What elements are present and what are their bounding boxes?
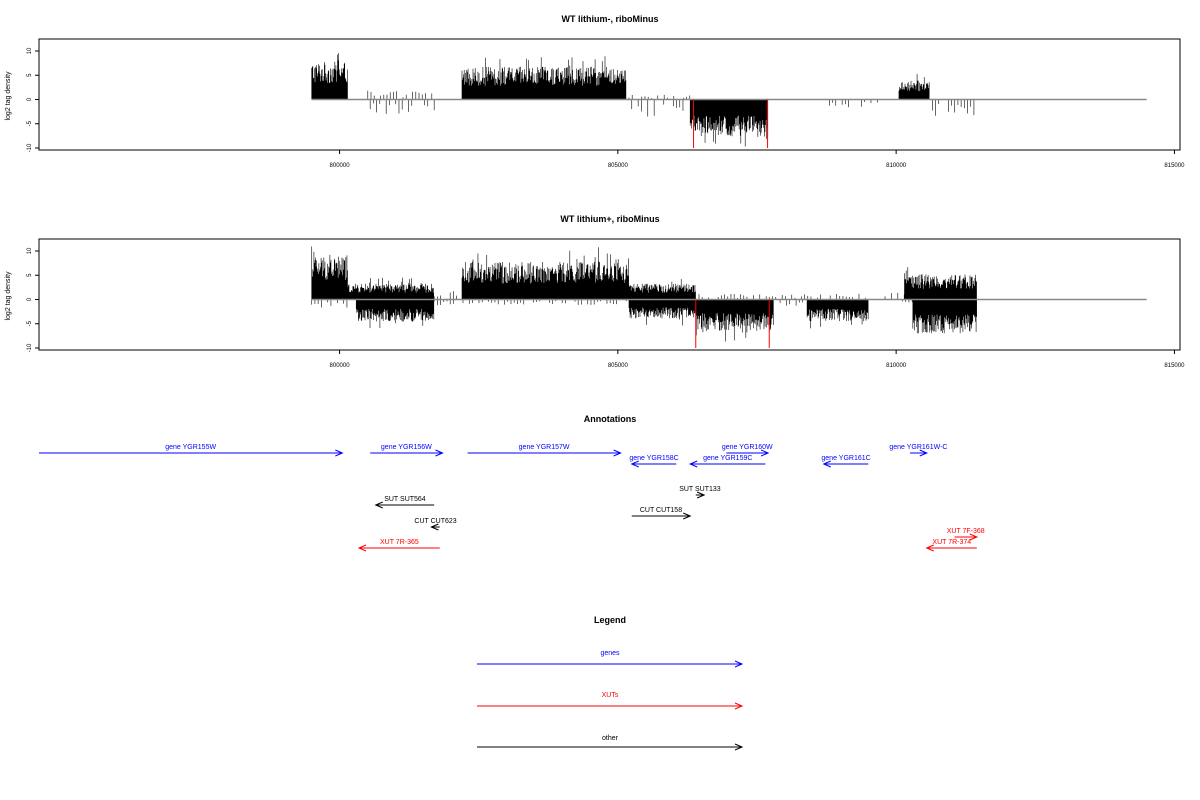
annotation-xut-7r-365: XUT 7R-365 [357, 539, 440, 552]
annotation-cut-cut623: CUT CUT623 [414, 518, 457, 531]
highlight-bars [693, 99, 769, 148]
annotation-label: SUT SUT564 [384, 496, 426, 503]
annotation-arrow-head [374, 501, 383, 509]
panel-title: WT lithium-, riboMinus [562, 14, 659, 24]
annotation-arrow-head [760, 449, 770, 457]
annotation-gene-ygr161w-c: gene YGR161W-C [889, 444, 947, 457]
annotation-arrow-head [696, 491, 706, 499]
legend-title: Legend [594, 615, 626, 625]
x-tick-label: 800000 [330, 163, 351, 169]
y-tick-label: 10 [27, 247, 33, 254]
panel-title: WT lithium+, riboMinus [560, 214, 659, 224]
annotation-gene-ygr160w: gene YGR160W [722, 444, 773, 457]
annotation-gene-ygr159c: gene YGR159C [688, 455, 766, 468]
annotation-arrow-head [630, 460, 639, 468]
legend-label: other [602, 735, 619, 742]
axes: 800000 805000 810000 815000 10 5 0 -5 -10 [27, 247, 1185, 369]
annotation-gene-ygr161c: gene YGR161C [821, 455, 871, 468]
signal-bars [311, 246, 1147, 342]
y-tick-label: -5 [27, 120, 33, 126]
annotation-xut-7r-374: XUT 7R-374 [925, 539, 977, 552]
annotation-label: gene YGR155W [165, 444, 216, 451]
annotation-arrow-head [613, 449, 622, 457]
legend-label: genes [600, 650, 620, 657]
annotation-label: XUT 7R-365 [380, 539, 419, 546]
annotation-label: gene YGR160W [722, 444, 773, 451]
y-tick-label: 5 [27, 273, 33, 277]
annotation-label: gene YGR156W [381, 444, 432, 451]
annotation-arrow-head [335, 449, 344, 457]
annotation-arrow-head [683, 512, 692, 520]
y-tick-label: -10 [27, 143, 33, 152]
annotation-label: CUT CUT623 [414, 518, 456, 525]
annotation-arrow-head [919, 449, 929, 457]
legend-arrow-head [734, 660, 744, 668]
annotation-arrow-head [925, 544, 934, 552]
annotation-arrow-head [430, 523, 439, 531]
annotation-label: XUT 7R-374 [932, 539, 971, 546]
annotation-sut-sut133: SUT SUT133 [679, 486, 721, 499]
annotation-gene-ygr158c: gene YGR158C [629, 455, 679, 468]
x-tick-label: 800000 [330, 363, 351, 369]
annotation-gene-ygr157w: gene YGR157W [467, 444, 622, 457]
signal-bar-series [311, 53, 975, 147]
annotations-title: Annotations [584, 414, 637, 424]
y-tick-label: -5 [27, 320, 33, 326]
annotation-label: SUT SUT133 [679, 486, 721, 493]
annotation-label: gene YGR161W-C [889, 444, 947, 451]
legend: Legend genes XUTs other [477, 615, 744, 751]
legend-label: XUTs [602, 692, 619, 699]
y-tick-label: 0 [27, 297, 33, 301]
legend-arrow-head [734, 702, 744, 710]
legend-arrow-head [734, 743, 744, 751]
x-tick-label: 815000 [1164, 163, 1185, 169]
annotation-arrow-head [435, 449, 444, 457]
y-tick-label: 5 [27, 73, 33, 77]
x-tick-label: 810000 [886, 163, 907, 169]
annotation-features: gene YGR155W gene YGR156W gene YGR157W gene… [39, 444, 985, 552]
annotation-arrow-head [822, 460, 831, 468]
legend-entry-genes: genes [477, 650, 744, 668]
signal-bars [311, 53, 1147, 147]
x-tick-label: 810000 [886, 363, 907, 369]
annotation-gene-ygr156w: gene YGR156W [370, 444, 444, 457]
panel-lithium-plus: WT lithium+, riboMinus log2 tag density … [5, 214, 1185, 369]
signal-bar-series [311, 246, 977, 342]
annotations-panel: Annotations gene YGR155W gene YGR156W gene… [39, 414, 985, 552]
annotation-label: gene YGR159C [703, 455, 752, 462]
panel-lithium-minus: WT lithium-, riboMinus log2 tag density … [5, 14, 1185, 169]
legend-entry-other: other [477, 735, 744, 751]
plot-frame [38, 38, 1181, 151]
highlight-bars [695, 299, 770, 348]
y-axis-label: log2 tag density [5, 271, 12, 321]
annotation-label: gene YGR157W [519, 444, 570, 451]
annotation-cut-cut158: CUT CUT158 [631, 507, 692, 520]
legend-entry-xuts: XUTs [477, 692, 744, 710]
y-tick-label: -10 [27, 343, 33, 352]
annotation-label: gene YGR161C [821, 455, 870, 462]
annotation-label: CUT CUT158 [640, 507, 682, 514]
annotation-sut-sut564: SUT SUT564 [374, 496, 435, 509]
y-tick-label: 0 [27, 97, 33, 101]
annotation-arrow-head [969, 533, 979, 541]
annotation-label: XUT 7F-368 [947, 528, 985, 535]
annotation-gene-ygr155w: gene YGR155W [39, 444, 344, 457]
y-axis-label: log2 tag density [5, 71, 12, 121]
plot-frame [38, 238, 1181, 351]
annotation-label: gene YGR158C [629, 455, 678, 462]
y-tick-label: 10 [27, 47, 33, 54]
annotation-arrow-head [688, 460, 698, 468]
axes: 800000 805000 810000 815000 10 5 0 -5 -10 [27, 47, 1185, 169]
x-tick-label: 805000 [608, 363, 629, 369]
annotation-arrow-head [357, 544, 367, 552]
x-tick-label: 805000 [608, 163, 629, 169]
x-tick-label: 815000 [1164, 363, 1185, 369]
annotation-xut-7f-368: XUT 7F-368 [947, 528, 985, 541]
